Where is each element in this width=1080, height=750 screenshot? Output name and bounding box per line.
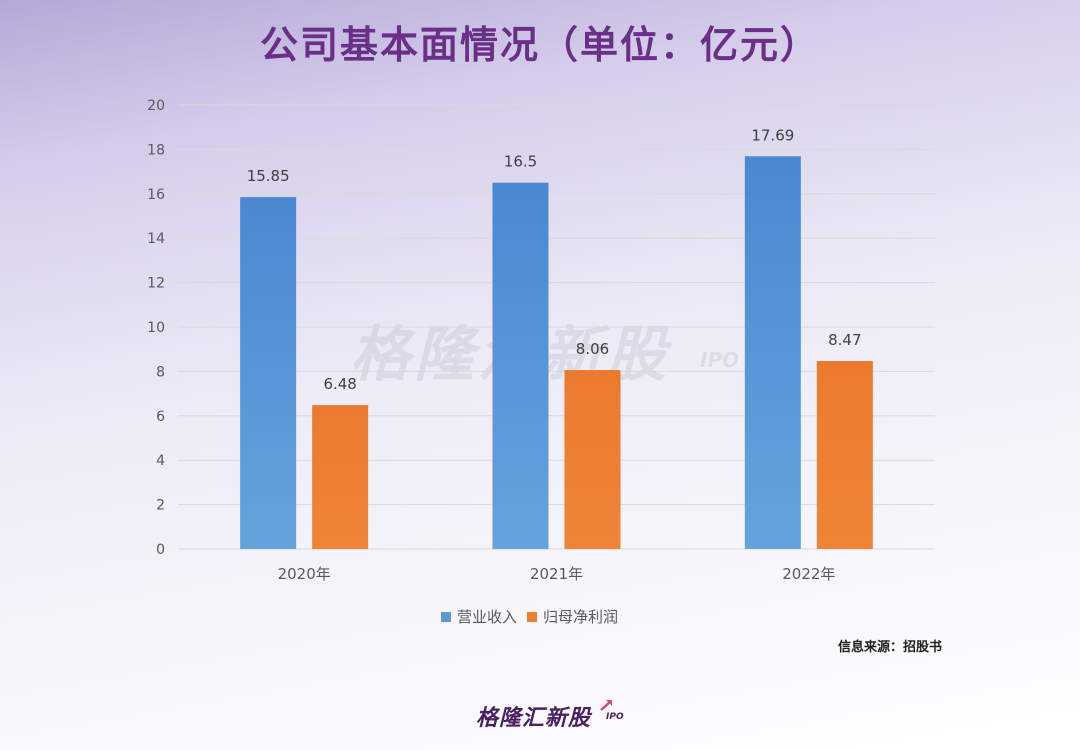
chart-legend: 营业收入 归母净利润 <box>441 606 628 627</box>
data-label: 17.69 <box>751 126 794 144</box>
bar-profit <box>312 405 369 549</box>
x-tick-label: 2022年 <box>782 565 835 583</box>
y-tick-label: 4 <box>156 453 165 469</box>
x-tick-label: 2021年 <box>530 565 583 583</box>
data-label: 15.85 <box>247 167 290 185</box>
y-tick-label: 18 <box>147 142 165 158</box>
data-label: 16.5 <box>504 153 537 171</box>
brand-arrow-icon <box>600 700 612 711</box>
data-label: 6.48 <box>323 375 356 393</box>
legend-swatch-profit <box>527 611 538 622</box>
y-tick-label: 10 <box>147 320 165 336</box>
chart-title: 公司基本面情况（单位：亿元） <box>259 22 820 67</box>
bar-revenue <box>240 197 297 549</box>
y-tick-label: 20 <box>147 98 165 114</box>
brand-logo-sub: IPO <box>606 712 624 722</box>
data-label: 8.06 <box>576 340 609 358</box>
legend-label-revenue: 营业收入 <box>457 608 518 626</box>
y-tick-label: 8 <box>156 364 165 380</box>
legend-swatch-revenue <box>441 611 451 622</box>
data-label: 8.47 <box>828 331 861 349</box>
bar-revenue <box>492 182 549 549</box>
x-tick-label: 2020年 <box>278 565 331 583</box>
y-tick-label: 0 <box>156 542 165 558</box>
legend-label-profit: 归母净利润 <box>543 608 619 626</box>
bar-chart: 0 2 4 6 8 10 12 14 16 18 20 15.85 6.48 2020年 16.5 8.06 2… <box>147 98 935 583</box>
y-tick-label: 14 <box>147 231 165 247</box>
source-note: 信息来源：招股书 <box>837 640 942 655</box>
bar-revenue <box>744 156 801 550</box>
watermark-sub-text: IPO <box>700 348 740 372</box>
brand-logo-text: 格隆汇新股 <box>476 706 592 731</box>
y-tick-label: 16 <box>147 187 165 203</box>
y-tick-label: 6 <box>156 409 165 425</box>
bar-profit <box>816 360 873 549</box>
y-tick-label: 12 <box>147 276 165 292</box>
legend-item-revenue: 营业收入 <box>441 606 517 627</box>
y-tick-label: 2 <box>156 498 165 514</box>
legend-item-profit: 归母净利润 <box>527 606 618 627</box>
bar-profit <box>564 370 621 549</box>
